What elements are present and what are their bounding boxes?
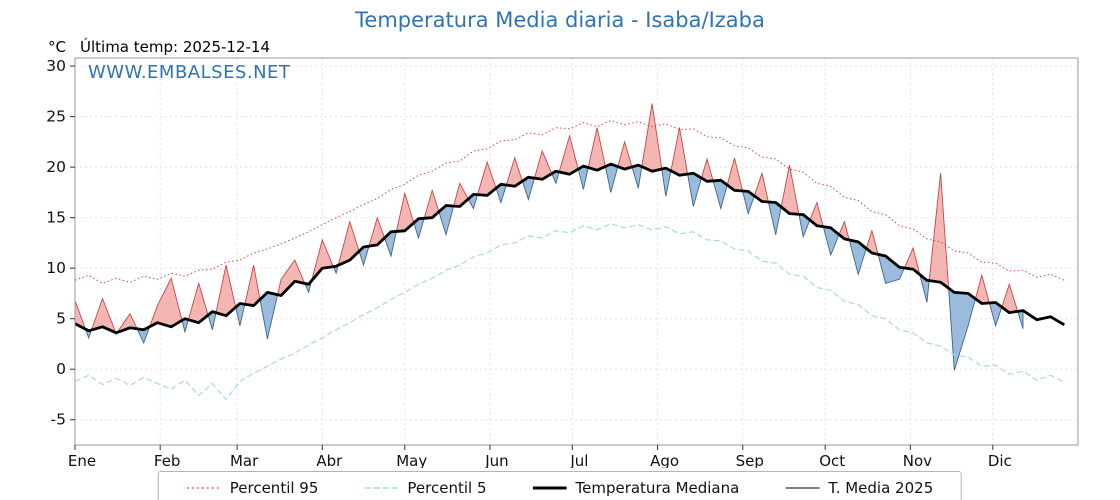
svg-text:20: 20 [46, 158, 66, 176]
svg-text:25: 25 [46, 108, 66, 126]
legend-label-percentil-5: Percentil 5 [407, 479, 487, 497]
svg-text:May: May [396, 452, 427, 468]
legend-line-tmedia-2025-icon [785, 487, 820, 489]
svg-text:Ene: Ene [68, 452, 96, 468]
legend-item-percentil-95: Percentil 95 [186, 479, 319, 497]
svg-text:Feb: Feb [154, 452, 181, 468]
svg-text:30: 30 [46, 57, 66, 75]
svg-text:Oct: Oct [819, 452, 845, 468]
svg-text:Sep: Sep [736, 452, 764, 468]
legend-item-mediana: Temperatura Mediana [532, 479, 739, 497]
legend-label-tmedia-2025: T. Media 2025 [828, 479, 934, 497]
temperature-chart: -5 0 5 10 15 20 25 30 Ene Feb Mar Abr May Jun Jul Ago Se… [46, 57, 1079, 468]
svg-text:Mar: Mar [230, 452, 259, 468]
svg-text:10: 10 [46, 259, 66, 277]
svg-text:Dic: Dic [988, 452, 1012, 468]
svg-text:Abr: Abr [316, 452, 343, 468]
y-axis-unit-label: °C [48, 38, 66, 56]
legend-label-percentil-95: Percentil 95 [229, 479, 319, 497]
svg-text:-5: -5 [51, 411, 66, 429]
chart-legend: Percentil 95 Percentil 5 Temperatura Med… [157, 471, 963, 500]
svg-text:Jun: Jun [484, 452, 508, 468]
svg-text:Jul: Jul [569, 452, 588, 468]
svg-text:0: 0 [56, 360, 66, 378]
legend-line-mediana-icon [532, 486, 567, 490]
legend-line-percentil-95-icon [186, 487, 221, 489]
legend-label-mediana: Temperatura Mediana [575, 479, 740, 497]
svg-text:15: 15 [46, 209, 66, 227]
legend-item-percentil-5: Percentil 5 [364, 479, 486, 497]
svg-text:Ago: Ago [650, 452, 679, 468]
page-title: Temperatura Media diaria - Isaba/Izaba [355, 8, 765, 32]
watermark-text: WWW.EMBALSES.NET [88, 62, 291, 83]
legend-line-percentil-5-icon [364, 487, 399, 489]
svg-text:5: 5 [56, 310, 66, 328]
legend-item-tmedia-2025: T. Media 2025 [785, 479, 933, 497]
last-temp-label: Última temp: 2025-12-14 [80, 38, 271, 56]
svg-text:Nov: Nov [903, 452, 932, 468]
